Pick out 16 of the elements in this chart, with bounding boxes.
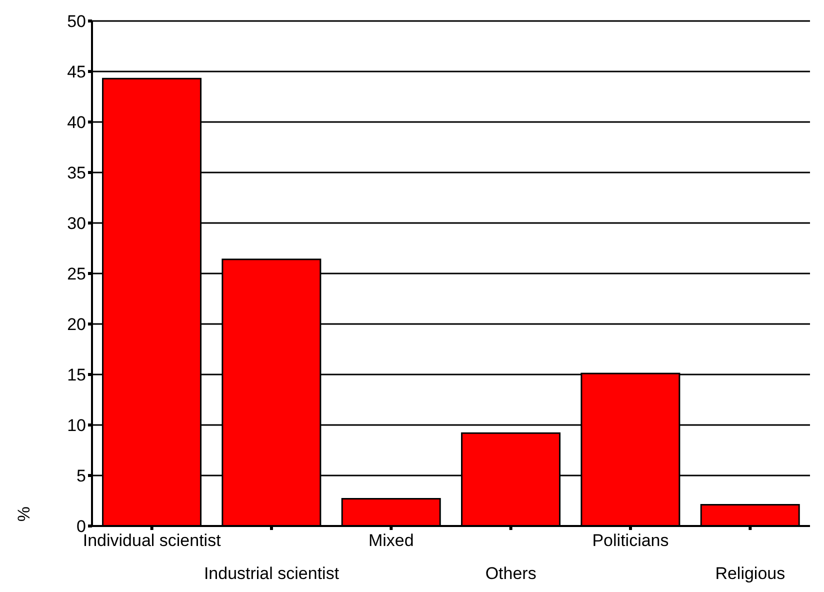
y-axis-title: % [14, 506, 34, 522]
y-tick-label: 30 [67, 214, 86, 234]
y-tick-label: 15 [67, 366, 86, 385]
y-tick-label: 20 [67, 315, 86, 334]
y-tick-label: 35 [67, 164, 86, 183]
x-tick-label: Mixed [368, 531, 414, 550]
y-tick-label: 5 [76, 466, 86, 486]
x-tick-label: Industrial scientist [204, 564, 340, 583]
y-tick-label: 50 [67, 12, 86, 32]
x-tick-label: Religious [715, 564, 786, 583]
x-tick-label: Others [485, 564, 536, 583]
y-tick-label: 40 [67, 113, 86, 132]
y-tick-label: 10 [67, 416, 86, 436]
y-tick-label: 45 [67, 62, 86, 82]
x-tick-label: Politicians [592, 531, 669, 550]
y-tick-label: 25 [67, 264, 86, 284]
